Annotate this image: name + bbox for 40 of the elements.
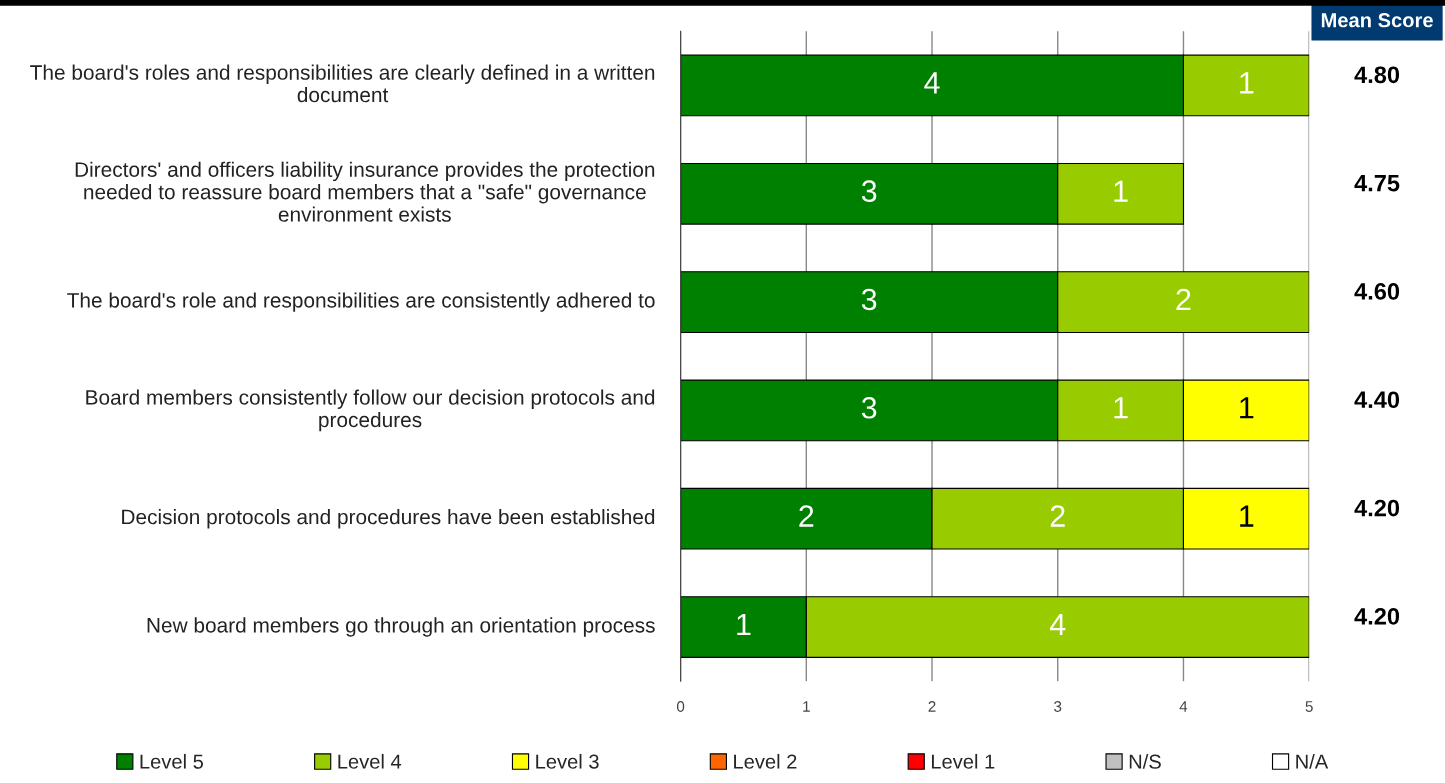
data-label: 4 <box>1049 613 1066 635</box>
y-tick-label: Board members consistently follow our decision protocols and procedures <box>86 389 655 432</box>
text: 4.20 <box>1354 608 1400 625</box>
data-label: 4 <box>924 72 940 94</box>
y-tick-label: New board members go through an orientation process <box>147 617 655 637</box>
text: 4.75 <box>1354 174 1400 192</box>
y-tick-label: Directors' and officers liability insurance provides the protection needed to reassure board members that a "safe" governance environment exists <box>75 161 655 222</box>
data-label: 2 <box>1050 505 1065 527</box>
data-label: 2 <box>799 505 814 527</box>
text: 4.80 <box>1354 66 1400 84</box>
legend-label: Level 5 <box>140 753 204 769</box>
data-label: 1 <box>1240 397 1254 419</box>
data-label: 3 <box>861 288 877 311</box>
legend-label: Level 1 <box>931 753 995 769</box>
text: Mean Score <box>1321 13 1433 28</box>
x-tick-label: 5 <box>1305 701 1313 712</box>
y-tick-label: Decision protocols and procedures have been established <box>122 509 655 529</box>
data-label: 1 <box>1240 72 1254 94</box>
data-label: 1 <box>1114 180 1128 202</box>
y-tick-label: The board's role and responsibilities are consistently adhered to <box>67 292 655 312</box>
data-label: 2 <box>1176 288 1191 311</box>
x-tick-label: 4 <box>1179 701 1188 712</box>
text: 4.40 <box>1354 391 1400 409</box>
legend-label: N/S <box>1129 753 1161 769</box>
legend-label: Level 2 <box>734 753 797 769</box>
y-tick-label: The board's roles and responsibilities are clearly defined in a written document <box>30 64 655 103</box>
legend-label: N/A <box>1296 753 1329 769</box>
x-tick-label: 0 <box>676 701 685 712</box>
text: 4.60 <box>1354 283 1400 300</box>
legend-label: Level 4 <box>338 753 402 769</box>
data-label: 3 <box>861 396 877 419</box>
legend-label: Level 3 <box>536 753 599 769</box>
data-label: 3 <box>861 180 877 202</box>
data-label: 1 <box>1240 505 1254 527</box>
x-tick-label: 2 <box>928 701 936 712</box>
data-label: 1 <box>1114 397 1128 419</box>
text: 4.20 <box>1354 499 1400 517</box>
x-tick-label: 3 <box>1054 701 1062 712</box>
data-label: 1 <box>737 613 751 635</box>
x-tick-label: 1 <box>803 701 810 712</box>
